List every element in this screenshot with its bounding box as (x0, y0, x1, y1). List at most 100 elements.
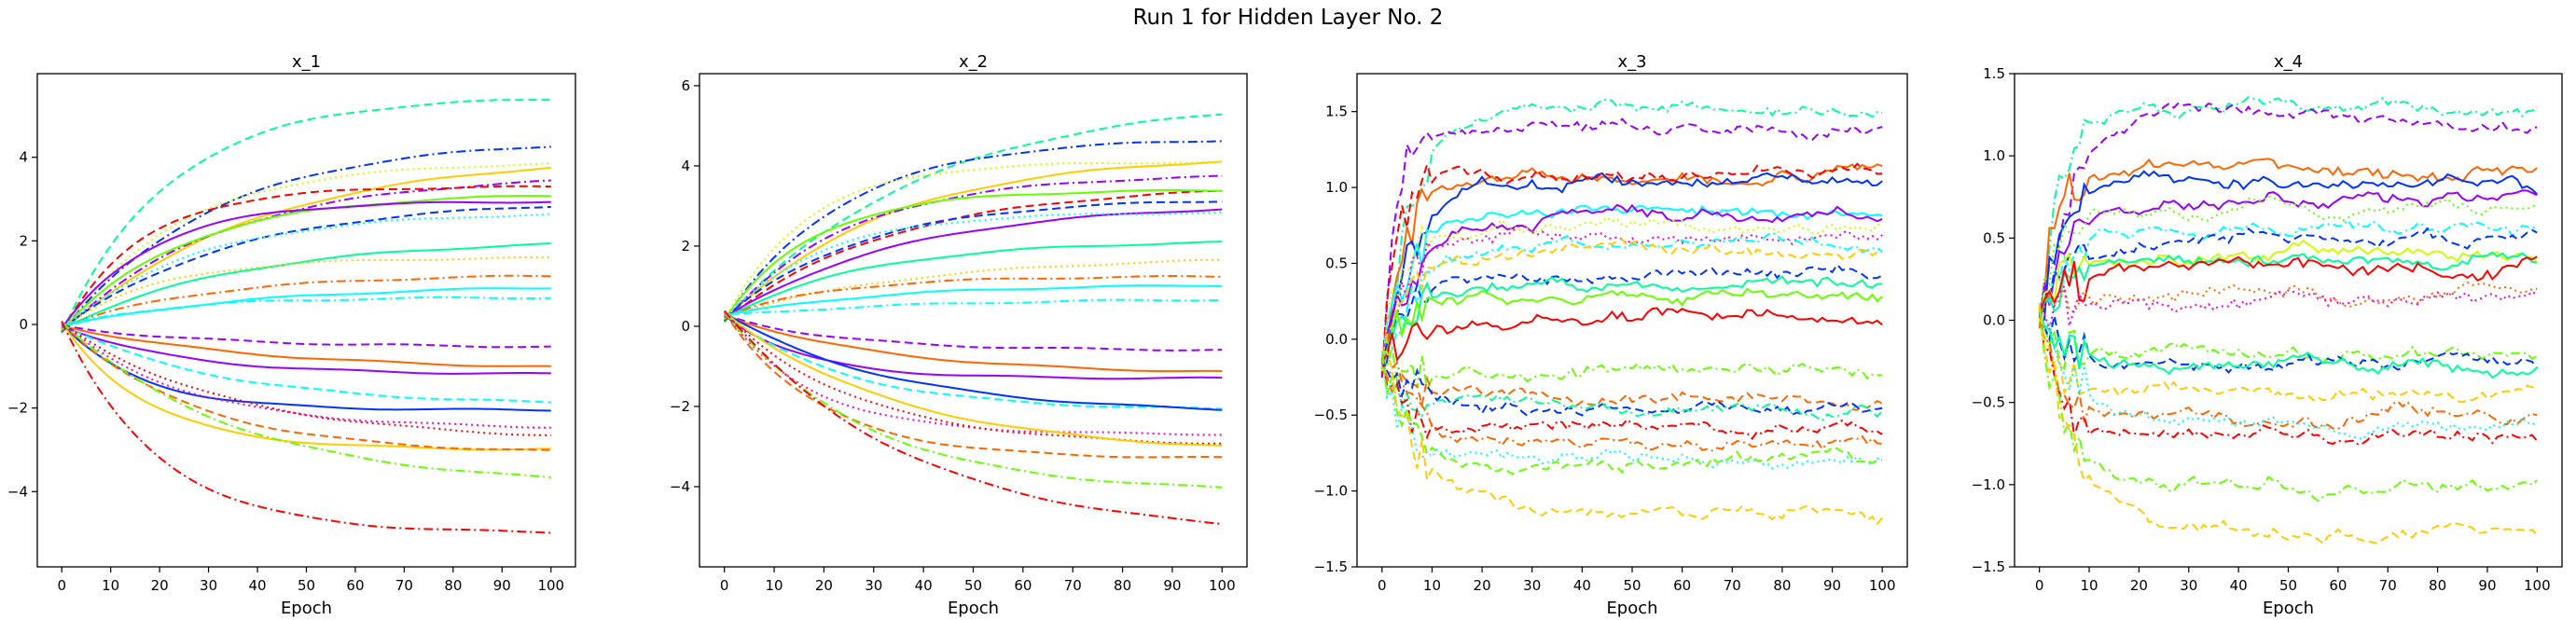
x-tick-label: 50 (964, 577, 982, 594)
x-tick-label: 30 (2180, 577, 2197, 594)
series-line (723, 310, 1223, 526)
series-line (723, 113, 1223, 324)
y-tick-label: −2 (7, 400, 28, 417)
series-line (61, 287, 551, 328)
series-line (1380, 203, 1883, 368)
series-group (1380, 98, 1883, 526)
series-line (61, 166, 551, 333)
x-tick-label: 40 (1573, 577, 1591, 594)
y-tick-label: 2 (19, 232, 28, 249)
subplot-title: x_4 (2274, 52, 2303, 72)
series-line (1380, 231, 1883, 365)
series-line (61, 213, 551, 330)
x-tick-label: 50 (2279, 577, 2297, 594)
series-line (61, 323, 551, 412)
y-tick-label: −1.5 (1314, 558, 1348, 575)
series-group (61, 99, 551, 534)
series-line (2038, 307, 2538, 503)
y-tick-label: 1.0 (1325, 179, 1348, 196)
series-line (724, 275, 1223, 319)
series-line (2038, 95, 2538, 329)
series-line (61, 324, 551, 375)
series-line (723, 160, 1223, 322)
x-tick-label: 40 (248, 577, 266, 594)
y-tick-label: 1.5 (1983, 65, 2005, 82)
series-line (1380, 354, 1883, 452)
x-tick-label: 10 (2080, 577, 2098, 594)
x-tick-label: 30 (865, 577, 882, 594)
series-line (2039, 282, 2538, 331)
x-axis-label: Epoch (948, 599, 999, 618)
series-line (61, 321, 551, 436)
series-line (2038, 313, 2539, 374)
axes-frame (36, 73, 576, 568)
series-line (1380, 204, 1883, 372)
series-line (1381, 350, 1883, 526)
y-tick-label: −4 (7, 483, 28, 500)
x-tick-label: 80 (444, 577, 462, 594)
x-axis-label: Epoch (2263, 599, 2314, 618)
y-tick-label: −0.5 (1314, 406, 1348, 423)
y-tick-label: 4 (681, 158, 690, 174)
x-tick-label: 0 (57, 577, 66, 594)
x-tick-label: 60 (346, 577, 364, 594)
series-line (61, 256, 551, 330)
y-tick-label: 0.0 (1325, 331, 1348, 348)
x-tick-label: 10 (765, 577, 782, 594)
y-tick-label: −1.0 (1972, 476, 2005, 493)
series-line (724, 313, 1223, 351)
series-line (2038, 310, 2538, 371)
series-line (723, 311, 1223, 436)
series-line (724, 312, 1223, 411)
subplot-x_2: 0 10 20 30 40 50 60 70 80 90 100 −4 −2 0 2 4 6 x_2 Epoch (670, 52, 1248, 618)
x-tick-label: 100 (1209, 577, 1236, 594)
subplot-x_3: 0 10 20 30 40 50 60 70 80 90 100 −1.5 −1.0 −0.5 0.0 0.5… (1314, 52, 1908, 618)
series-line (723, 160, 1223, 322)
series-line (1380, 263, 1883, 365)
figure-title: Run 1 for Hidden Layer No. 2 (1132, 6, 1444, 30)
series-line (2038, 281, 2538, 319)
x-tick-label: 80 (1773, 577, 1791, 594)
series-line (61, 274, 551, 329)
x-tick-label: 70 (1064, 577, 1082, 594)
series-line (62, 324, 551, 349)
series-line (2038, 303, 2539, 446)
y-tick-label: 6 (681, 77, 690, 94)
series-line (1380, 357, 1883, 418)
series-line (1381, 307, 1883, 363)
x-tick-label: 20 (1474, 577, 1491, 594)
series-line (2038, 239, 2538, 322)
series-line (61, 324, 551, 367)
subplot-title: x_3 (1617, 52, 1646, 72)
series-line (724, 298, 1223, 316)
series-line (61, 296, 551, 327)
y-tick-label: 0.5 (1983, 229, 2005, 246)
series-line (1380, 354, 1883, 475)
series-line (1380, 275, 1883, 362)
x-axis-label: Epoch (1606, 599, 1657, 618)
series-line (723, 188, 1223, 321)
subplot-title: x_1 (292, 52, 321, 72)
series-line (1380, 161, 1883, 375)
x-tick-label: 30 (200, 577, 217, 594)
series-line (2038, 170, 2538, 326)
x-tick-label: 70 (2379, 577, 2397, 594)
x-tick-label: 0 (2035, 577, 2044, 594)
series-line (724, 313, 1223, 373)
y-tick-label: −1.5 (1972, 558, 2005, 575)
series-line (1380, 117, 1883, 379)
series-group (2038, 95, 2539, 545)
series-line (61, 322, 551, 478)
x-tick-label: 50 (298, 577, 315, 594)
series-line (724, 314, 1223, 380)
series-line (61, 185, 551, 333)
y-tick-label: −4 (670, 478, 690, 495)
y-tick-label: 4 (19, 149, 28, 166)
y-tick-label: 0 (19, 316, 28, 333)
series-group (723, 113, 1223, 526)
y-tick-label: 1.0 (1983, 147, 2005, 164)
x-tick-label: 80 (1114, 577, 1131, 594)
series-line (61, 322, 551, 451)
y-tick-label: −2 (670, 398, 690, 415)
x-tick-label: 10 (102, 577, 119, 594)
